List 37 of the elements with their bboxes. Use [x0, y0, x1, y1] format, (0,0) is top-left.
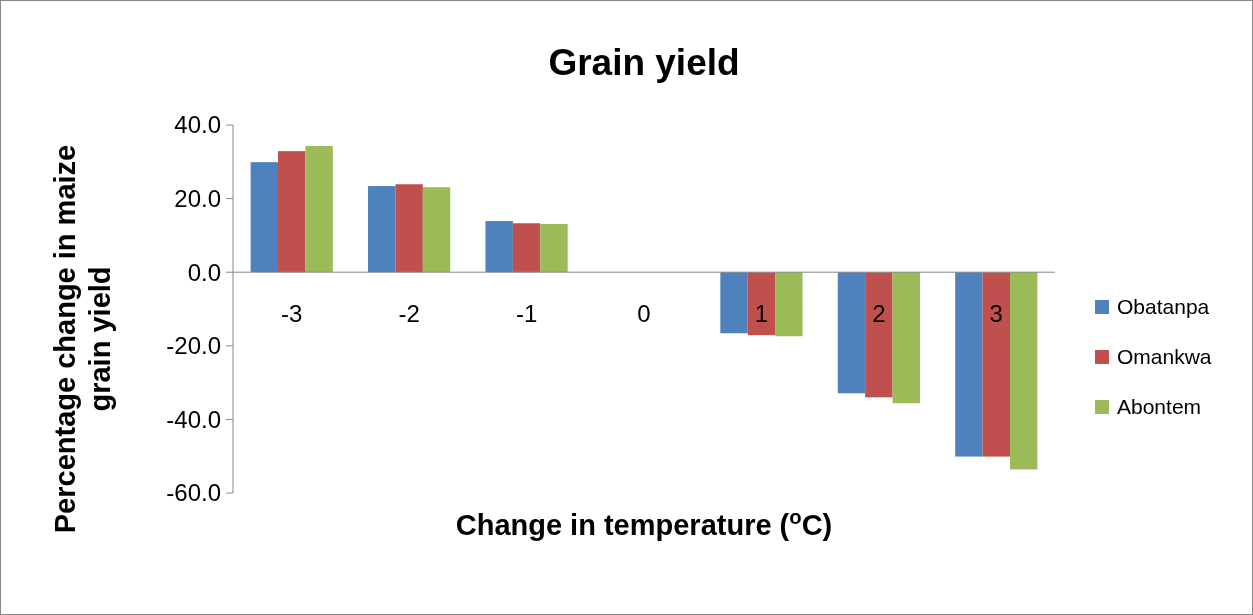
bar [747, 272, 776, 336]
y-tick-label: 20.0 [174, 185, 221, 212]
bar [540, 223, 568, 273]
bar [485, 221, 513, 273]
bar [422, 187, 451, 273]
bar [892, 272, 920, 404]
bar [775, 272, 803, 337]
legend-label: Abontem [1117, 395, 1202, 419]
bar [982, 272, 1010, 457]
x-tick-label: 2 [872, 300, 886, 328]
bar [1009, 272, 1038, 470]
legend-label: Obatanpa [1117, 295, 1210, 319]
y-tick-label: -40.0 [166, 405, 221, 433]
y-axis-title: Percentage change in maize grain yield [49, 144, 116, 534]
x-tick-label: -3 [281, 300, 303, 328]
bar [305, 145, 333, 273]
bar [278, 151, 306, 273]
bar [395, 184, 423, 273]
bar [512, 223, 541, 273]
y-tick-label: -20.0 [166, 332, 221, 360]
legend-label: Omankwa [1117, 345, 1212, 369]
x-tick-label: -2 [398, 300, 420, 328]
bar [837, 272, 866, 394]
bar [720, 272, 748, 334]
bar [368, 186, 396, 273]
chart-title: Grain yield [548, 42, 740, 83]
x-tick-label: 3 [989, 300, 1003, 328]
x-tick-label: 0 [637, 300, 651, 328]
y-tick-label: 40.0 [174, 111, 221, 139]
x-tick-label: 1 [754, 300, 769, 328]
y-tick-label: 0.0 [187, 258, 221, 286]
x-axis-title: Change in temperature ($^{o}$C) [455, 506, 833, 541]
bar [865, 272, 893, 398]
x-tick-label: -1 [515, 300, 538, 328]
y-tick-label: -60.0 [166, 479, 221, 507]
bar [250, 162, 279, 273]
bar [955, 272, 983, 457]
